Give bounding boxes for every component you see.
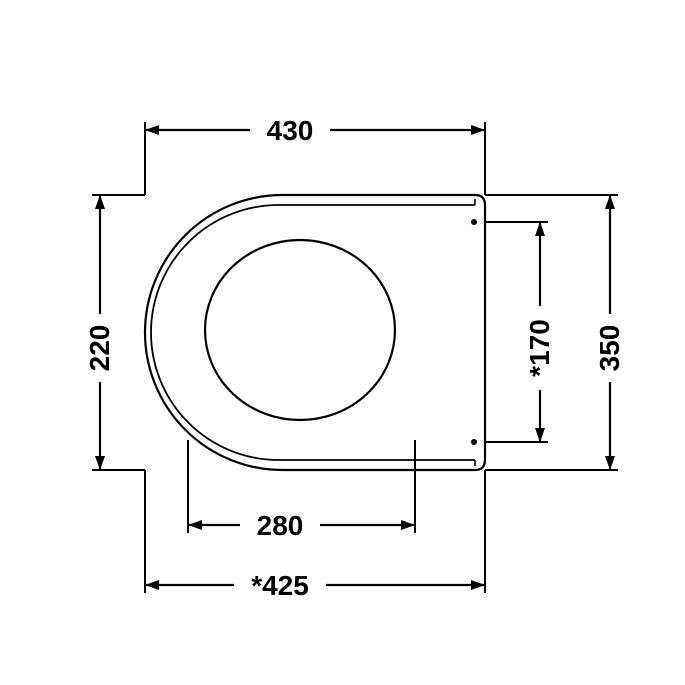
hinge-dot (471, 439, 477, 445)
bowl-opening (205, 240, 395, 420)
dim-170-label: *170 (524, 319, 555, 377)
dim-425-label: *425 (251, 570, 309, 601)
dim-280-label: 280 (257, 510, 304, 541)
technical-drawing: 430 220 *170 350 280 *425 (0, 0, 685, 685)
toilet-seat-outline (145, 195, 485, 470)
hinge-dot (471, 219, 477, 225)
dim-430: 430 (145, 115, 485, 195)
drawing-canvas: 430 220 *170 350 280 *425 (0, 0, 685, 685)
dim-430-label: 430 (267, 115, 314, 146)
dim-350: 350 (485, 195, 625, 470)
dim-425: *425 (145, 470, 485, 601)
dim-350-label: 350 (594, 325, 625, 372)
dim-170: *170 (485, 222, 555, 442)
dim-220: 220 (84, 195, 145, 470)
dim-220-label: 220 (84, 325, 115, 372)
